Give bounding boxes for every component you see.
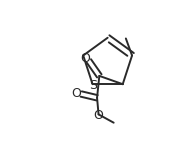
- Text: O: O: [80, 52, 90, 66]
- Text: O: O: [93, 109, 103, 122]
- Text: S: S: [89, 79, 97, 92]
- Text: O: O: [72, 87, 82, 100]
